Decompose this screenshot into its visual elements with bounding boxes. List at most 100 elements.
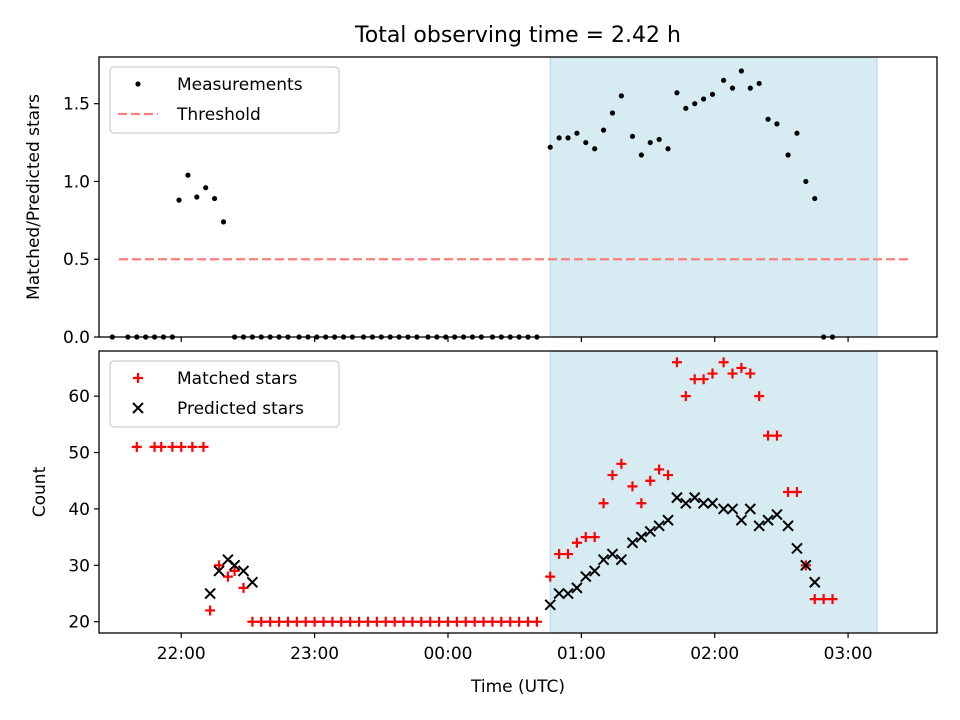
matched-star-point <box>300 616 311 627</box>
matched-star-point <box>442 616 453 627</box>
matched-star-point <box>783 487 794 497</box>
top-panel: 0.0 0.5 1.0 1.5 Matched/Predicted stars Meas… <box>24 56 938 348</box>
measurement-point <box>194 194 200 200</box>
top-plot-area: 0.0 0.5 1.0 1.5 Matched/Predicted stars <box>24 56 938 348</box>
matched-star-point <box>229 565 240 576</box>
predicted-star-point <box>544 599 556 611</box>
matched-star-point <box>434 616 445 627</box>
measurement-point <box>756 80 762 87</box>
predicted-star-point <box>771 508 783 521</box>
matched-star-point <box>636 498 647 509</box>
matched-star-point <box>763 430 774 441</box>
predicted-star-point <box>237 565 250 577</box>
measurement-point <box>721 77 727 83</box>
matched-star-point <box>554 549 565 560</box>
matched-star-point <box>291 616 302 627</box>
measurement-point <box>812 195 818 202</box>
predicted-star-point <box>553 587 565 600</box>
predicted-star-point <box>782 520 794 532</box>
predicted-star-point <box>726 503 739 515</box>
predicted-star-point <box>689 491 701 504</box>
measurement-point <box>176 197 182 203</box>
measurement-point <box>665 146 671 152</box>
matched-star-point <box>627 481 638 492</box>
measurement-point <box>211 195 218 202</box>
matched-star-point <box>131 441 142 452</box>
measurement-point <box>600 127 607 133</box>
matched-star-point <box>398 616 409 627</box>
matched-star-point <box>327 616 338 627</box>
matched-star-point <box>827 594 838 605</box>
legend-x-marker <box>132 402 144 414</box>
y-tick-label: 1.5 <box>63 95 90 115</box>
measurement-point <box>547 144 553 150</box>
predicted-star-point <box>228 559 241 572</box>
matched-star-point <box>256 616 267 627</box>
y-tick-label: 0.0 <box>63 328 90 348</box>
matched-star-point <box>598 498 609 509</box>
legend-box <box>109 66 340 134</box>
measurement-point <box>609 110 616 116</box>
matched-star-point <box>496 616 507 627</box>
matched-star-point <box>265 616 276 627</box>
matched-star-point <box>167 441 178 452</box>
matched-star-point <box>274 616 285 627</box>
measurement-point <box>565 135 571 141</box>
bottom-plot-area: 20 30 40 50 60 22:00 23:00 00:00 01:00 02:00 03:00… <box>30 350 938 697</box>
matched-star-point <box>654 464 665 475</box>
predicted-star-point <box>697 497 710 509</box>
matched-star-point <box>389 616 400 627</box>
measurement-point <box>738 68 744 74</box>
matched-star-point <box>707 368 718 379</box>
predicted-star-point <box>626 537 639 549</box>
measurement-point <box>583 139 589 146</box>
x-tick-label: 00:00 <box>423 644 472 664</box>
matched-star-point <box>336 616 347 627</box>
matched-star-point <box>416 616 427 627</box>
matched-star-point <box>671 357 682 368</box>
matched-star-point <box>531 616 542 627</box>
measurement-point <box>709 91 716 97</box>
matched-star-point <box>469 616 480 627</box>
predicted-star-point <box>662 514 674 526</box>
matched-star-point <box>198 441 209 452</box>
y-tick-label: 30 <box>68 556 90 576</box>
measurement-point <box>674 90 680 96</box>
matched-star-point <box>680 391 691 402</box>
measurement-point <box>803 178 809 185</box>
matched-star-point <box>571 537 582 548</box>
chart-title: Total observing time = 2.42 h <box>354 23 681 48</box>
predicted-star-point <box>597 553 610 566</box>
predicted-star-point <box>644 525 656 538</box>
y-tick-label: 60 <box>68 387 90 407</box>
matched-star-point <box>698 374 709 385</box>
highlight-span <box>549 56 878 338</box>
predicted-star-point <box>615 553 628 566</box>
matched-star-point <box>345 616 356 627</box>
matched-star-point <box>545 571 556 582</box>
predicted-star-point <box>635 531 648 543</box>
matched-star-point <box>523 616 534 627</box>
measurement-point <box>794 130 800 136</box>
matched-star-point <box>607 470 618 481</box>
matched-star-point <box>727 368 738 379</box>
x-tick-label: 01:00 <box>557 644 606 664</box>
matched-star-point <box>407 616 418 627</box>
predicted-star-point <box>717 503 730 515</box>
measurement-point <box>729 85 736 91</box>
axes-frame <box>98 350 938 634</box>
y-axis-label: Count <box>30 466 50 517</box>
matched-star-point <box>176 441 187 452</box>
top-legend: Measurements Threshold <box>109 66 340 134</box>
legend-dot-marker <box>135 81 141 87</box>
measurement-point <box>618 93 624 99</box>
predicted-star-point <box>562 587 574 600</box>
predicted-star-point <box>246 576 259 588</box>
matched-star-point <box>505 616 516 627</box>
bottom-panel: 20 30 40 50 60 22:00 23:00 00:00 01:00 02:00 03:00… <box>30 350 938 697</box>
predicted-star-point <box>762 514 774 526</box>
matched-star-point <box>791 487 802 497</box>
x-tick-label: 03:00 <box>824 644 873 664</box>
matched-star-point <box>451 616 462 627</box>
matched-star-point <box>736 362 747 373</box>
